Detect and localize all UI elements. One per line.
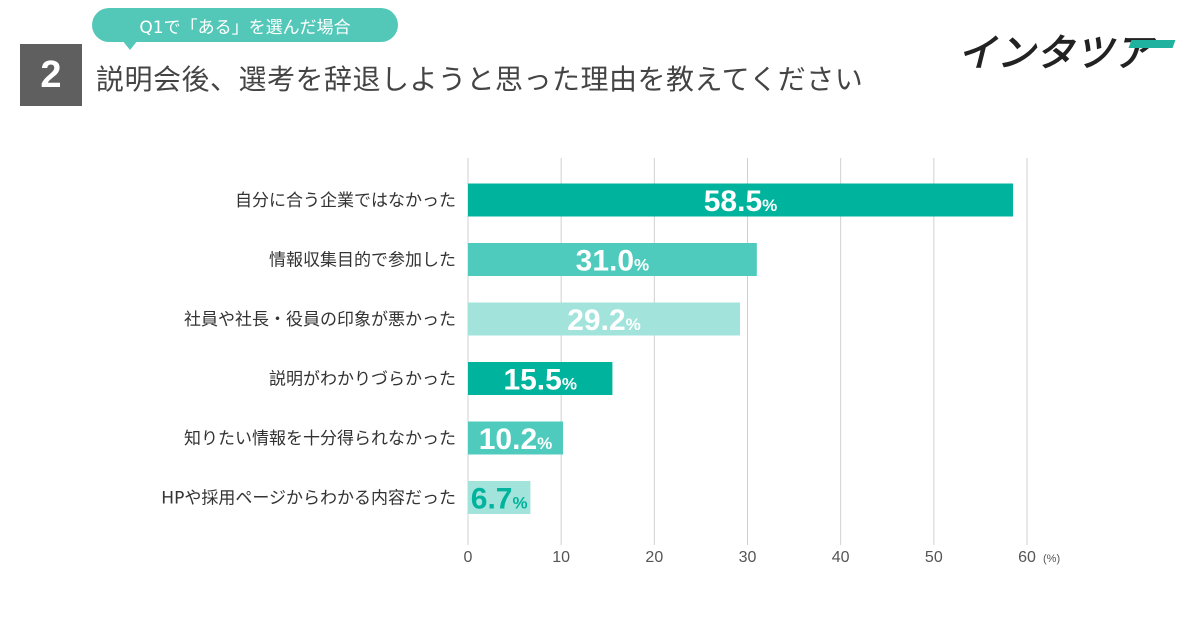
x-tick-label: 60 — [1018, 549, 1036, 566]
x-tick-label: 0 — [464, 549, 473, 566]
brand-logo: インタツア — [958, 22, 1180, 75]
x-tick-label: 40 — [832, 549, 850, 566]
category-label: HPや採用ページからわかる内容だった — [161, 489, 456, 509]
x-axis-unit: (%) — [1043, 553, 1060, 565]
data-label: 58.5% — [704, 185, 778, 218]
condition-text: Q1で「ある」を選んだ場合 — [139, 17, 351, 38]
category-label: 情報収集目的で参加した — [269, 251, 456, 271]
category-label: 社員や社長・役員の印象が悪かった — [184, 310, 456, 330]
category-label: 知りたい情報を十分得られなかった — [184, 429, 456, 449]
bar — [468, 302, 741, 336]
bubble-tail — [122, 40, 138, 50]
x-tick-label: 10 — [552, 549, 570, 566]
bar — [468, 421, 564, 455]
data-label: 15.5% — [503, 364, 577, 397]
bar — [468, 362, 613, 395]
data-label: 10.2% — [479, 423, 553, 456]
question-number-badge: 2 — [20, 44, 82, 106]
bar — [468, 243, 757, 276]
category-label: 自分に合う企業ではなかった — [235, 191, 456, 211]
x-tick-label: 30 — [739, 549, 757, 566]
data-label: 29.2% — [567, 304, 641, 337]
x-tick-label: 50 — [925, 549, 943, 566]
bar — [468, 183, 1014, 217]
x-tick-label: 20 — [645, 549, 663, 566]
bar — [468, 481, 531, 514]
data-label: 31.0% — [576, 245, 650, 278]
condition-bubble: Q1で「ある」を選んだ場合 — [92, 8, 398, 42]
data-label: 6.7% — [471, 483, 528, 516]
category-label: 説明がわかりづらかった — [269, 370, 456, 390]
logo-text: インタツア — [958, 31, 1154, 75]
question-number: 2 — [40, 53, 62, 96]
question-title: 説明会後、選考を辞退しようと思った理由を教えてください — [96, 63, 864, 96]
